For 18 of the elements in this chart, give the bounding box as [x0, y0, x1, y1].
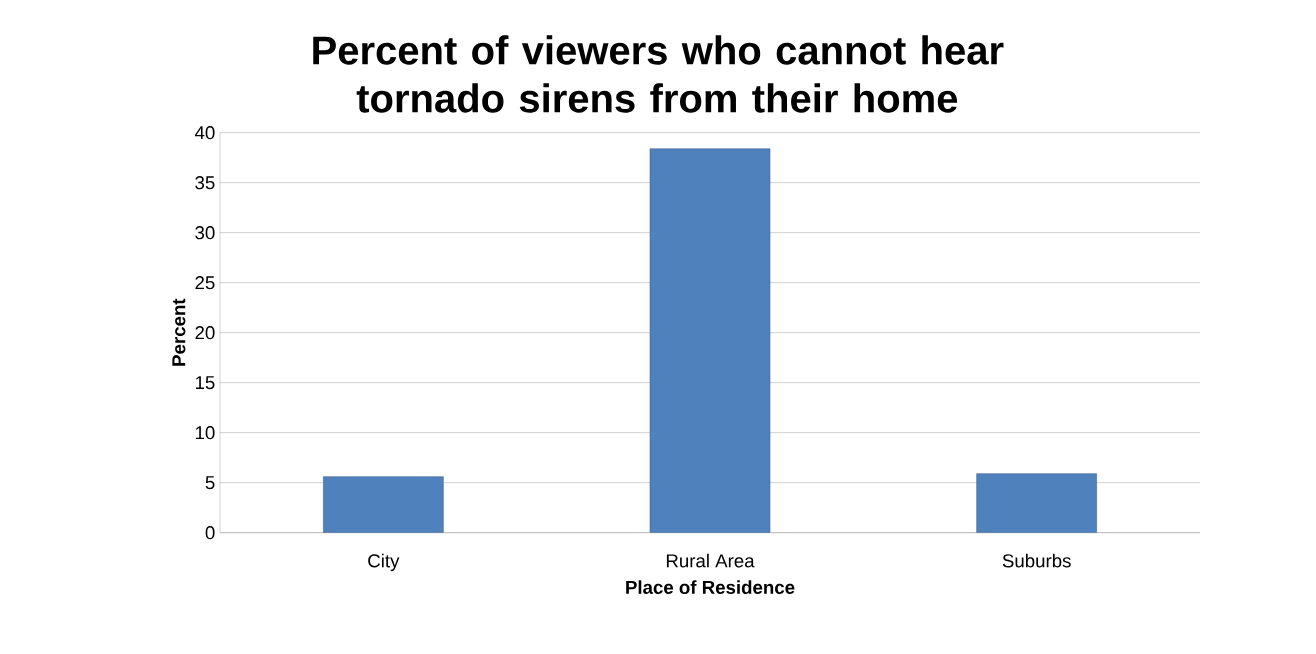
x-tick-label: City: [368, 553, 400, 572]
chart-title: Percent of viewers who cannot hear tornado sirens from their home: [313, 35, 1004, 113]
y-tick-label: 15: [195, 376, 215, 390]
y-tick-label: 40: [194, 126, 215, 140]
bar: [649, 148, 771, 533]
y-tick-label: 20: [195, 326, 215, 340]
y-tick-label: 25: [195, 276, 215, 290]
bar: [323, 476, 444, 533]
y-tick-label: 10: [195, 426, 215, 440]
y-tick-label: 0: [205, 526, 215, 540]
y-tick-label: 5: [205, 476, 215, 490]
x-tick-label: Rural Area: [666, 553, 755, 568]
y-tick-label: 35: [195, 176, 215, 190]
y-axis-title: Percent: [172, 298, 186, 366]
y-tick-label: 30: [195, 226, 215, 240]
bar: [976, 473, 1097, 533]
x-tick-label: Suburbs: [1002, 553, 1071, 568]
x-axis-title: Place of Residence: [626, 580, 795, 594]
